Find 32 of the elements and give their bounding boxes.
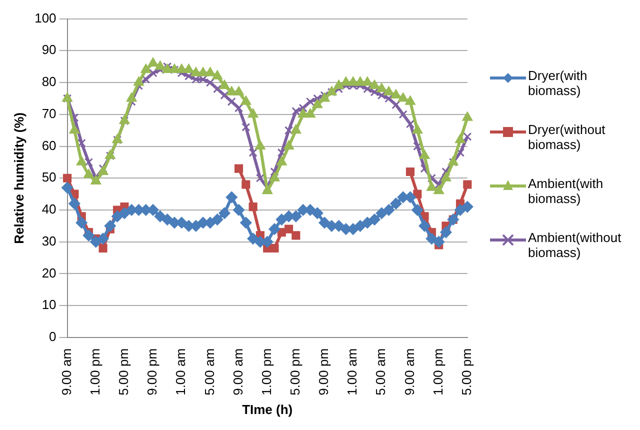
legend-label: Ambient(without biomass) — [528, 230, 622, 260]
x-tick-label: 1.00 am — [344, 348, 360, 396]
y-tick-label: 0 — [49, 329, 56, 344]
y-tick-label: 60 — [42, 138, 56, 153]
x-tick-label: 9.00 pm — [316, 348, 332, 396]
x-tick-label: 9.00 pm — [144, 348, 160, 396]
y-axis-title: Relative humidity (%) — [11, 112, 26, 244]
x-tick-label: 9.00 am — [230, 348, 246, 396]
x-tick-label: 9.00 am — [402, 348, 417, 396]
y-tick-label: 80 — [42, 74, 56, 90]
y-tick-label: 70 — [42, 106, 56, 121]
legend-label: Ambient(with biomass) — [528, 176, 604, 206]
legend-label: Dryer(with biomass) — [528, 68, 588, 98]
x-tick-label: 5.00 pm — [116, 348, 132, 396]
y-tick-label: 30 — [42, 233, 56, 248]
x-tick-label: 1.00 pm — [87, 348, 102, 396]
legend-label: Dryer(without biomass) — [528, 122, 606, 152]
y-tick-label: 100 — [34, 10, 56, 26]
x-tick-label: 5.00 pm — [458, 348, 474, 396]
x-tick-label: 5.00 am — [202, 348, 217, 396]
x-tick-label: 9.00 am — [58, 348, 74, 396]
y-tick-label: 90 — [42, 42, 56, 58]
y-tick-label: 40 — [42, 202, 56, 217]
x-axis-title: TIme (h) — [242, 402, 293, 417]
x-tick-label: 5.00 pm — [288, 348, 302, 396]
y-tick-label: 10 — [42, 297, 56, 312]
x-tick-label: 1.00 pm — [258, 348, 274, 396]
y-tick-label: 20 — [42, 265, 56, 280]
x-tick-label: 5.00 am — [373, 348, 388, 396]
x-tick-label: 1.00 am — [173, 348, 188, 396]
x-tick-label: 1.00 pm — [430, 348, 446, 396]
y-tick-label: 50 — [42, 170, 56, 185]
